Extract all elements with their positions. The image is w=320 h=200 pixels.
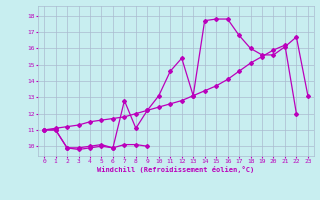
X-axis label: Windchill (Refroidissement éolien,°C): Windchill (Refroidissement éolien,°C) bbox=[97, 166, 255, 173]
